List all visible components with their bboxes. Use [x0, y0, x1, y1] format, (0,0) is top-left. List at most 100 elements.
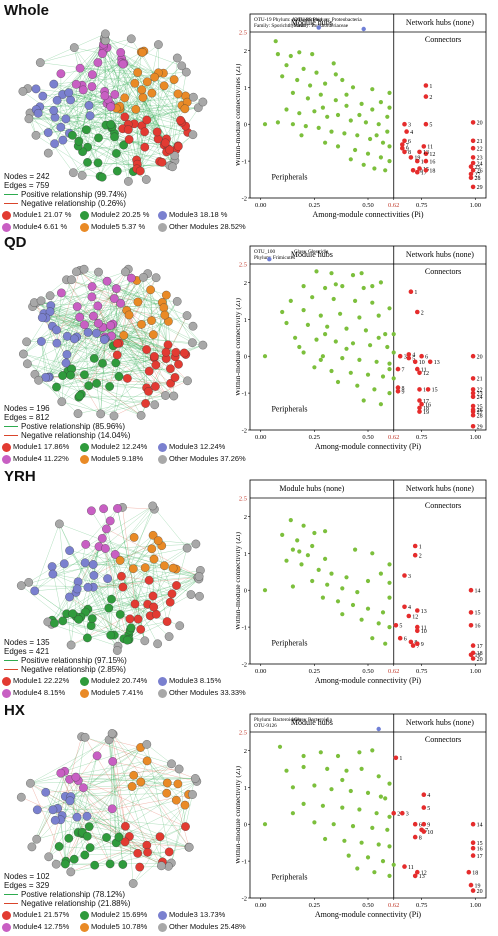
connector-label: 19 — [423, 410, 429, 416]
connector-label: 13 — [419, 874, 425, 880]
y-tick-label: 1 — [244, 785, 247, 792]
positive-edge — [131, 786, 163, 862]
peripheral-point — [297, 111, 302, 116]
peripheral-point — [329, 787, 334, 792]
network-node — [75, 391, 85, 401]
connector-label: 11 — [421, 367, 427, 373]
y-axis-title: Within-module connectivity (Zi) — [236, 532, 242, 631]
network-node — [84, 101, 94, 110]
network-nodes — [16, 501, 205, 655]
network-stats: Nodes = 242 Edges = 759 — [4, 172, 50, 190]
peripheral-point — [305, 553, 310, 558]
positive-edge — [99, 128, 123, 177]
network-node — [105, 382, 114, 391]
network-node — [92, 328, 101, 338]
network-node — [89, 571, 99, 580]
network-node — [24, 114, 34, 124]
connector-label: 5 — [429, 123, 432, 129]
connector-label: 12 — [421, 871, 427, 877]
network-node — [120, 112, 130, 122]
positive-edge — [78, 395, 174, 398]
module-dot-icon — [158, 910, 167, 920]
connector-point — [402, 149, 407, 155]
network-node — [119, 140, 128, 150]
connector-point — [397, 635, 403, 641]
positive-edge — [98, 272, 155, 405]
network-node — [144, 387, 153, 396]
peripheral-point — [376, 122, 381, 127]
peripheral-point — [273, 39, 278, 44]
positive-edge — [30, 760, 148, 784]
connector-point — [423, 121, 429, 127]
connector-label: 1 — [399, 756, 402, 762]
network-node — [127, 782, 137, 791]
network-node — [198, 97, 208, 107]
peripheral-point — [387, 595, 392, 600]
network-node — [52, 338, 62, 348]
positive-edge — [129, 836, 134, 884]
connector-point — [400, 142, 405, 147]
peripheral-point — [299, 562, 304, 567]
connector-point — [400, 145, 405, 151]
module-hub-point — [361, 26, 366, 32]
x-tick-label: 0.25 — [309, 668, 320, 675]
positive-edge — [135, 52, 142, 110]
x-tick-label: 0.62 — [388, 902, 399, 909]
negative-edge — [84, 374, 142, 416]
network-node — [66, 640, 76, 650]
module-label: Module1 22.22% — [13, 676, 70, 685]
module-legend-item: Module4 6.61 % — [2, 222, 67, 232]
network-node — [33, 108, 43, 118]
peripheral-point — [342, 131, 347, 136]
connector-label: 10 — [419, 360, 425, 366]
panel-hx: HX Nodes = 102 Edges = 329 Postive relation… — [0, 700, 498, 932]
positive-edge — [133, 851, 170, 884]
positive-edge — [64, 733, 113, 772]
positive-edge — [60, 819, 67, 862]
module-legend-item: Module2 20.25 % — [80, 210, 149, 220]
module-dot-icon — [2, 910, 11, 920]
peripherals-label: Peripherals — [271, 173, 307, 182]
peripheral-point — [378, 402, 383, 407]
x-tick-label: 1.00 — [470, 434, 481, 441]
network-node — [65, 546, 74, 555]
peripheral-point — [301, 66, 306, 71]
network-node — [126, 34, 136, 44]
module-hubs-header: Module hubs — [291, 18, 333, 27]
peripheral-point — [357, 807, 362, 812]
peripheral-point — [290, 547, 295, 552]
positive-edge — [85, 537, 135, 563]
positive-relationship: Positive relationship (97.15%) — [4, 656, 127, 665]
positive-edge — [83, 787, 111, 864]
network-node — [22, 337, 31, 347]
positive-edge — [152, 505, 188, 549]
positive-edge — [128, 139, 130, 182]
network-node — [83, 158, 92, 167]
relationship-legend: Positive relationship (97.15%) Negative r… — [4, 656, 127, 674]
positive-edge — [99, 133, 115, 177]
connector-point — [412, 873, 418, 879]
peripheral-point — [348, 788, 353, 794]
peripheral-point — [323, 556, 328, 561]
peripheral-point — [374, 811, 379, 816]
positive-edge — [140, 85, 165, 172]
positive-edge — [106, 763, 172, 838]
peripheral-point — [320, 105, 325, 110]
connector-label: 21 — [477, 377, 483, 383]
network-node — [38, 91, 48, 101]
network-node — [50, 618, 59, 628]
positive-edge — [112, 747, 141, 762]
module-label: Module4 8.15% — [13, 688, 66, 697]
module-legend: Module1 17.86% Module2 12.24% Module3 12.2… — [2, 442, 246, 466]
positive-edge — [100, 131, 145, 177]
network-node — [161, 138, 170, 148]
network-node — [43, 148, 53, 158]
positive-edge — [23, 353, 68, 372]
network-node — [114, 372, 124, 381]
positive-edge — [65, 787, 84, 865]
peripheral-point — [363, 328, 368, 333]
connector-point — [415, 169, 420, 175]
network-node — [16, 581, 26, 590]
peripheral-point — [387, 873, 392, 878]
positive-edge — [94, 826, 186, 866]
